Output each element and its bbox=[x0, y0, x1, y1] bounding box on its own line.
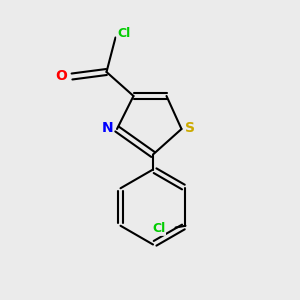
Text: Cl: Cl bbox=[152, 222, 165, 235]
Text: Cl: Cl bbox=[117, 27, 130, 40]
Text: O: O bbox=[56, 70, 68, 83]
Text: N: N bbox=[102, 121, 113, 134]
Text: S: S bbox=[185, 121, 195, 134]
